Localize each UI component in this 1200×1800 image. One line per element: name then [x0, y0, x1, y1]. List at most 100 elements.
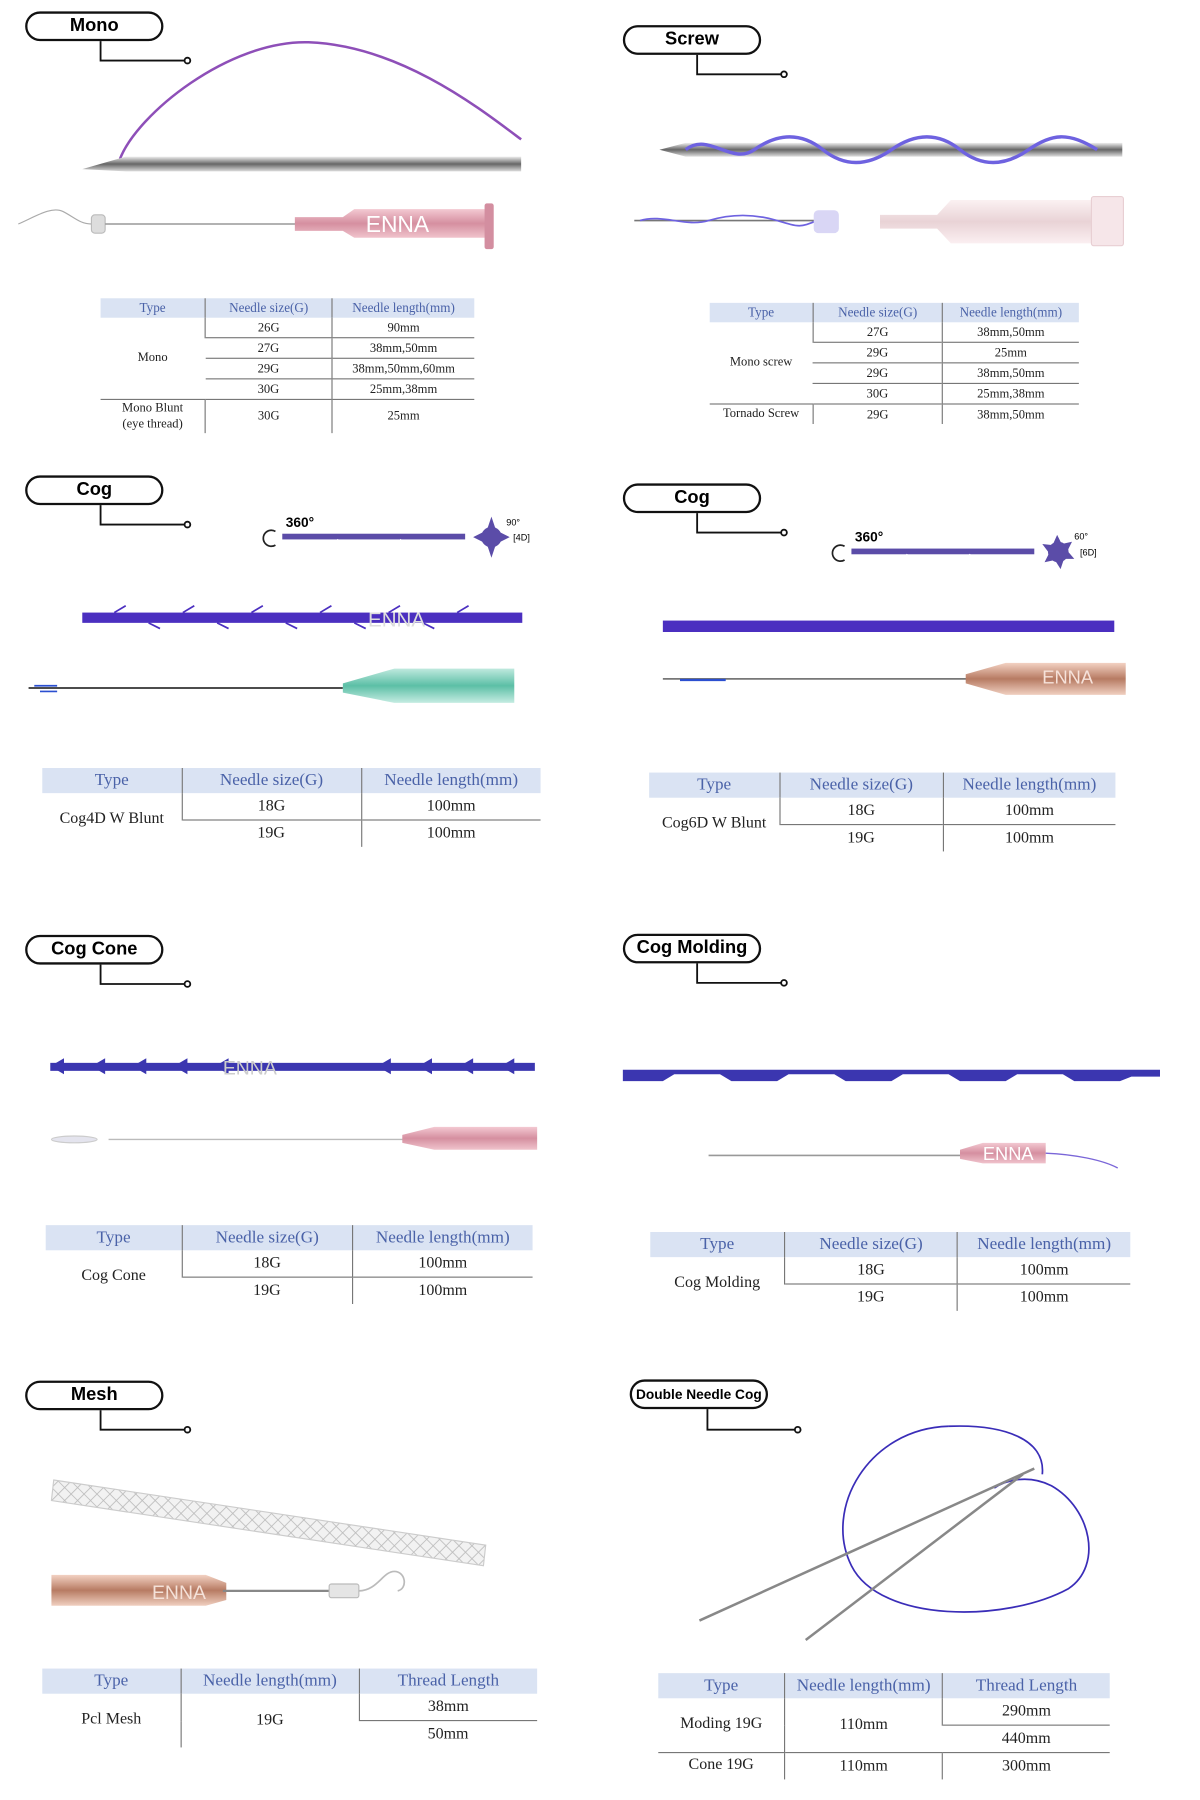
table-row: Mono screw 27G 38mm,50mm	[710, 322, 1079, 370]
value-cell: 19G	[779, 824, 943, 852]
label-cog-4d: Cog	[25, 475, 164, 506]
column-header: Type	[649, 772, 780, 798]
label-mono: Mono	[25, 11, 164, 42]
mono-illustration: ENNA	[18, 41, 522, 250]
value-cell: 29G	[813, 362, 943, 384]
column-header: Thread Length	[942, 1673, 1110, 1699]
spec-table-double-needle-cog: Type Needle length(mm) Thread Length Moding…	[658, 1673, 1110, 1780]
value-cell: 100mm	[351, 1250, 533, 1278]
table-row: 30G 25mm,38mm	[710, 382, 1079, 404]
table-row: 29G 38mm,50mm	[710, 362, 1079, 384]
type-cell: Mono Blunt (eye thread)	[100, 398, 206, 433]
header-row: Type Needle size(G) Needle length(mm)	[45, 1225, 533, 1251]
column-header: Needle length(mm)	[956, 1231, 1131, 1258]
value-cell: 18G	[181, 793, 362, 820]
value-cell: 100mm	[360, 819, 541, 847]
label-screw: Screw	[622, 25, 762, 55]
label-cog-6d: Cog	[622, 483, 762, 514]
rotation-label: 360°	[855, 530, 883, 545]
table-row: Cone 19G 110mm 300mm	[658, 1752, 1110, 1780]
dimension-label: [6D]	[1080, 547, 1097, 557]
watermark: ENNA	[223, 1057, 277, 1079]
value-cell: 50mm	[358, 1720, 538, 1748]
watermark: ENNA	[983, 1143, 1035, 1164]
column-header: Needle length(mm)	[942, 772, 1116, 798]
value-cell: 100mm	[956, 1283, 1131, 1311]
watermark: ENNA	[1042, 666, 1094, 687]
column-header: Needle length(mm)	[360, 767, 541, 794]
rotation-icon	[262, 529, 276, 548]
column-header: Type	[709, 302, 814, 323]
column-header: Needle length(mm)	[180, 1668, 359, 1694]
column-header: Type	[658, 1673, 785, 1699]
table-row: 19G 100mm	[650, 1283, 1131, 1311]
column-header: Type	[100, 298, 206, 318]
table-row: Cog Molding 18G 100mm	[650, 1257, 1131, 1292]
column-header: Type	[42, 767, 182, 794]
label-mesh: Mesh	[25, 1380, 164, 1411]
angle-label: 90°	[506, 518, 520, 528]
spec-table-mono: Type Needle size(G) Needle length(mm) Mono 2…	[100, 298, 475, 433]
column-header: Thread Length	[358, 1668, 538, 1694]
type-cell: Cog Molding	[674, 1274, 761, 1292]
column-header: Type	[650, 1231, 785, 1258]
column-header: Needle size(G)	[181, 1225, 353, 1251]
cog-4d-illustration: 360° 90° [4D] ENNA	[28, 515, 530, 703]
label-connectors	[99, 41, 802, 1434]
table-row: 19G 100mm	[42, 819, 541, 847]
value-cell: 25mm	[941, 341, 1079, 363]
table-row: 440mm	[658, 1724, 1110, 1753]
column-header: Needle size(G)	[784, 1231, 958, 1258]
type-cell: Cog6D W Blunt	[661, 815, 767, 833]
value-cell: 110mm	[784, 1698, 943, 1753]
value-cell: 30G	[205, 378, 333, 400]
type-cell: Mono	[137, 351, 168, 365]
value-cell: 38mm,50mm	[941, 362, 1079, 384]
table-row: 19G 100mm	[46, 1276, 533, 1304]
dimension-label: [4D]	[513, 533, 530, 543]
double-needle-cog-illustration	[698, 1425, 1090, 1641]
value-cell: 100mm	[351, 1276, 533, 1304]
cog-6d-illustration: 360° 60° [6D] ENNA	[662, 530, 1126, 695]
value-cell: 440mm	[942, 1724, 1110, 1753]
header-row: Type Needle size(G) Needle length(mm)	[100, 298, 475, 318]
label-cog-cone: Cog Cone	[25, 934, 164, 965]
spec-table-cog-cone: Type Needle size(G) Needle length(mm) Cog C…	[45, 1225, 533, 1304]
value-cell: 100mm	[956, 1257, 1131, 1284]
column-header: Needle size(G)	[181, 767, 362, 794]
type-cell: Cog4D W Blunt	[59, 810, 164, 828]
header-row: Type Needle length(mm) Thread Length	[42, 1668, 538, 1694]
table-row: Mono Blunt (eye thread) 30G 25mm	[100, 398, 475, 433]
header-row: Type Needle size(G) Needle length(mm)	[650, 1231, 1131, 1258]
type-cell: Tornado Screw	[709, 403, 814, 424]
column-header: Type	[45, 1225, 183, 1251]
value-cell: 38mm,50mm,60mm	[331, 357, 475, 379]
table-row: Moding 19G 110mm 290mm	[658, 1698, 1110, 1753]
spec-table-cog-6d: Type Needle size(G) Needle length(mm) Cog6D…	[649, 772, 1116, 852]
value-cell: 19G	[784, 1283, 958, 1311]
header-row: Type Needle length(mm) Thread Length	[658, 1673, 1110, 1699]
spec-table-mesh: Type Needle length(mm) Thread Length Pcl Me…	[42, 1668, 538, 1748]
label-cog-molding: Cog Molding	[622, 933, 762, 964]
table-row: Mono 26G 90mm	[101, 317, 475, 365]
table-row: Tornado Screw 29G 38mm,50mm	[709, 403, 1079, 424]
type-cell: Moding 19G	[680, 1715, 763, 1734]
value-cell: 38mm,50mm	[941, 403, 1079, 424]
table-row: 30G 25mm,38mm	[101, 378, 475, 400]
table-row: Pcl Mesh 19G 38mm	[42, 1693, 538, 1748]
rotation-label: 360°	[286, 515, 314, 530]
table-row: Cog4D W Blunt 18G 100mm	[42, 793, 541, 828]
value-cell: 90mm	[331, 317, 475, 338]
value-cell: 18G	[784, 1257, 958, 1284]
watermark: ENNA	[152, 1582, 206, 1604]
value-cell: 100mm	[942, 824, 1116, 852]
value-cell: 30G	[813, 382, 943, 404]
mesh-illustration: ENNA	[50, 1479, 487, 1606]
table-row: 19G 100mm	[649, 824, 1116, 852]
header-row: Type Needle size(G) Needle length(mm)	[649, 772, 1116, 798]
value-cell: 290mm	[942, 1698, 1110, 1726]
value-cell: 25mm	[331, 398, 475, 433]
value-cell: 25mm,38mm	[331, 378, 475, 400]
